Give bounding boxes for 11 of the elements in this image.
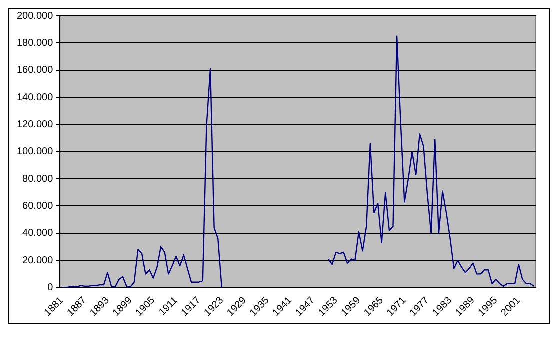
- y-tick-label: 0: [48, 282, 54, 294]
- y-tick-label: 140.000: [16, 92, 54, 104]
- y-tick-label: 80.000: [22, 174, 54, 185]
- y-tick-label: 200.000: [16, 10, 54, 22]
- y-tick-label: 40.000: [22, 228, 54, 240]
- y-tick-label: 160.000: [16, 65, 54, 76]
- y-tick-label: 60.000: [22, 201, 54, 212]
- y-tick-label: 120.000: [16, 119, 54, 130]
- y-tick-label: 20.000: [22, 255, 54, 266]
- y-tick-label: 100.000: [16, 146, 54, 158]
- y-tick-label: 180.000: [16, 38, 54, 49]
